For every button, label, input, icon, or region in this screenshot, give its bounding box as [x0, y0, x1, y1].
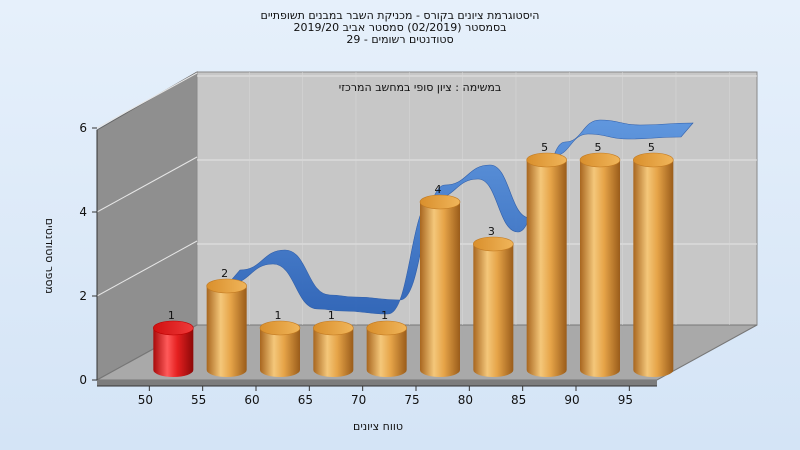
- bar-body: [580, 160, 620, 377]
- bar-cap: [153, 320, 194, 336]
- bar-body: [420, 202, 460, 377]
- bar-cap: [366, 320, 407, 336]
- bar-body: [473, 244, 514, 377]
- x-tick-label: 80: [458, 393, 473, 407]
- bar-55: 2: [206, 267, 247, 377]
- data-label: 1: [168, 309, 175, 322]
- data-label: 3: [488, 225, 495, 238]
- bar-85: 5: [526, 141, 567, 377]
- floor-edge: [97, 380, 657, 386]
- bar-body: [313, 328, 354, 377]
- ribbon-series: [227, 119, 694, 315]
- bar-body: [260, 328, 300, 377]
- data-label: 4: [435, 183, 442, 196]
- chart-title-line-2: בסמסטר (02/2019) סמסטר אביב 2019/20: [293, 21, 507, 34]
- x-tick-label: 55: [191, 393, 206, 407]
- bar-cap: [313, 320, 354, 336]
- bar-95: 5: [633, 141, 674, 377]
- data-label: 1: [381, 309, 388, 322]
- bar-cap: [206, 278, 247, 294]
- chart-title: היסטוגרמת ציונים בקורס - מכניקת השבר במב…: [0, 10, 800, 46]
- x-axis-label: טווח ציונים: [353, 420, 403, 433]
- x-tick-label: 95: [618, 393, 633, 407]
- chart-annotation: במשימה : ציון סופי במחשב המרכזי: [339, 81, 502, 94]
- y-tick-label: 0: [79, 373, 87, 387]
- bar-layer: 1 2 1 1 1 4 3 5 5 5: [153, 141, 674, 377]
- bar-75: 4: [419, 183, 461, 377]
- bar-cap: [419, 194, 461, 210]
- x-tick-label: 85: [511, 393, 526, 407]
- data-label: 5: [541, 141, 548, 154]
- bar-body: [526, 160, 567, 377]
- bar-60: 1: [259, 309, 301, 377]
- grid-line-side: [96, 156, 198, 213]
- grid-line-side: [96, 240, 198, 297]
- x-tick-label: 50: [138, 393, 153, 407]
- ribbon-layer: [227, 119, 694, 315]
- bar-body: [206, 286, 247, 377]
- bar-cap: [526, 152, 567, 168]
- bar-65: 1: [313, 309, 354, 377]
- x-tick-label: 90: [564, 393, 579, 407]
- bar-90: 5: [579, 141, 621, 377]
- data-label: 2: [221, 267, 228, 280]
- bar-body: [633, 160, 674, 377]
- data-label: 1: [328, 309, 335, 322]
- y-tick-label: 4: [79, 205, 87, 219]
- chart-title-line-3: סטודנטים רשומים - 29: [346, 33, 454, 46]
- data-label: 5: [648, 141, 655, 154]
- x-tick-label: 70: [351, 393, 366, 407]
- bar-body: [366, 328, 407, 377]
- grid-line-side: [96, 72, 198, 129]
- bar-cap: [633, 152, 674, 168]
- x-tick-label: 75: [404, 393, 419, 407]
- bar-cap: [579, 152, 621, 168]
- data-label: 5: [595, 141, 602, 154]
- chart-title-line-1: היסטוגרמת ציונים בקורס - מכניקת השבר במב…: [260, 9, 540, 22]
- bar-70: 1: [366, 309, 407, 377]
- y-axis-label: מספר סטודנטים: [43, 218, 56, 294]
- bar-cap: [473, 236, 514, 252]
- bar-50: 1: [153, 309, 194, 377]
- bar-cap: [259, 320, 301, 336]
- bar-body: [153, 328, 194, 377]
- data-label: 1: [275, 309, 282, 322]
- x-tick-label: 60: [244, 393, 259, 407]
- x-tick-label: 65: [298, 393, 313, 407]
- y-tick-label: 6: [79, 121, 87, 135]
- y-tick-label: 2: [79, 289, 87, 303]
- bar-80: 3: [473, 225, 514, 377]
